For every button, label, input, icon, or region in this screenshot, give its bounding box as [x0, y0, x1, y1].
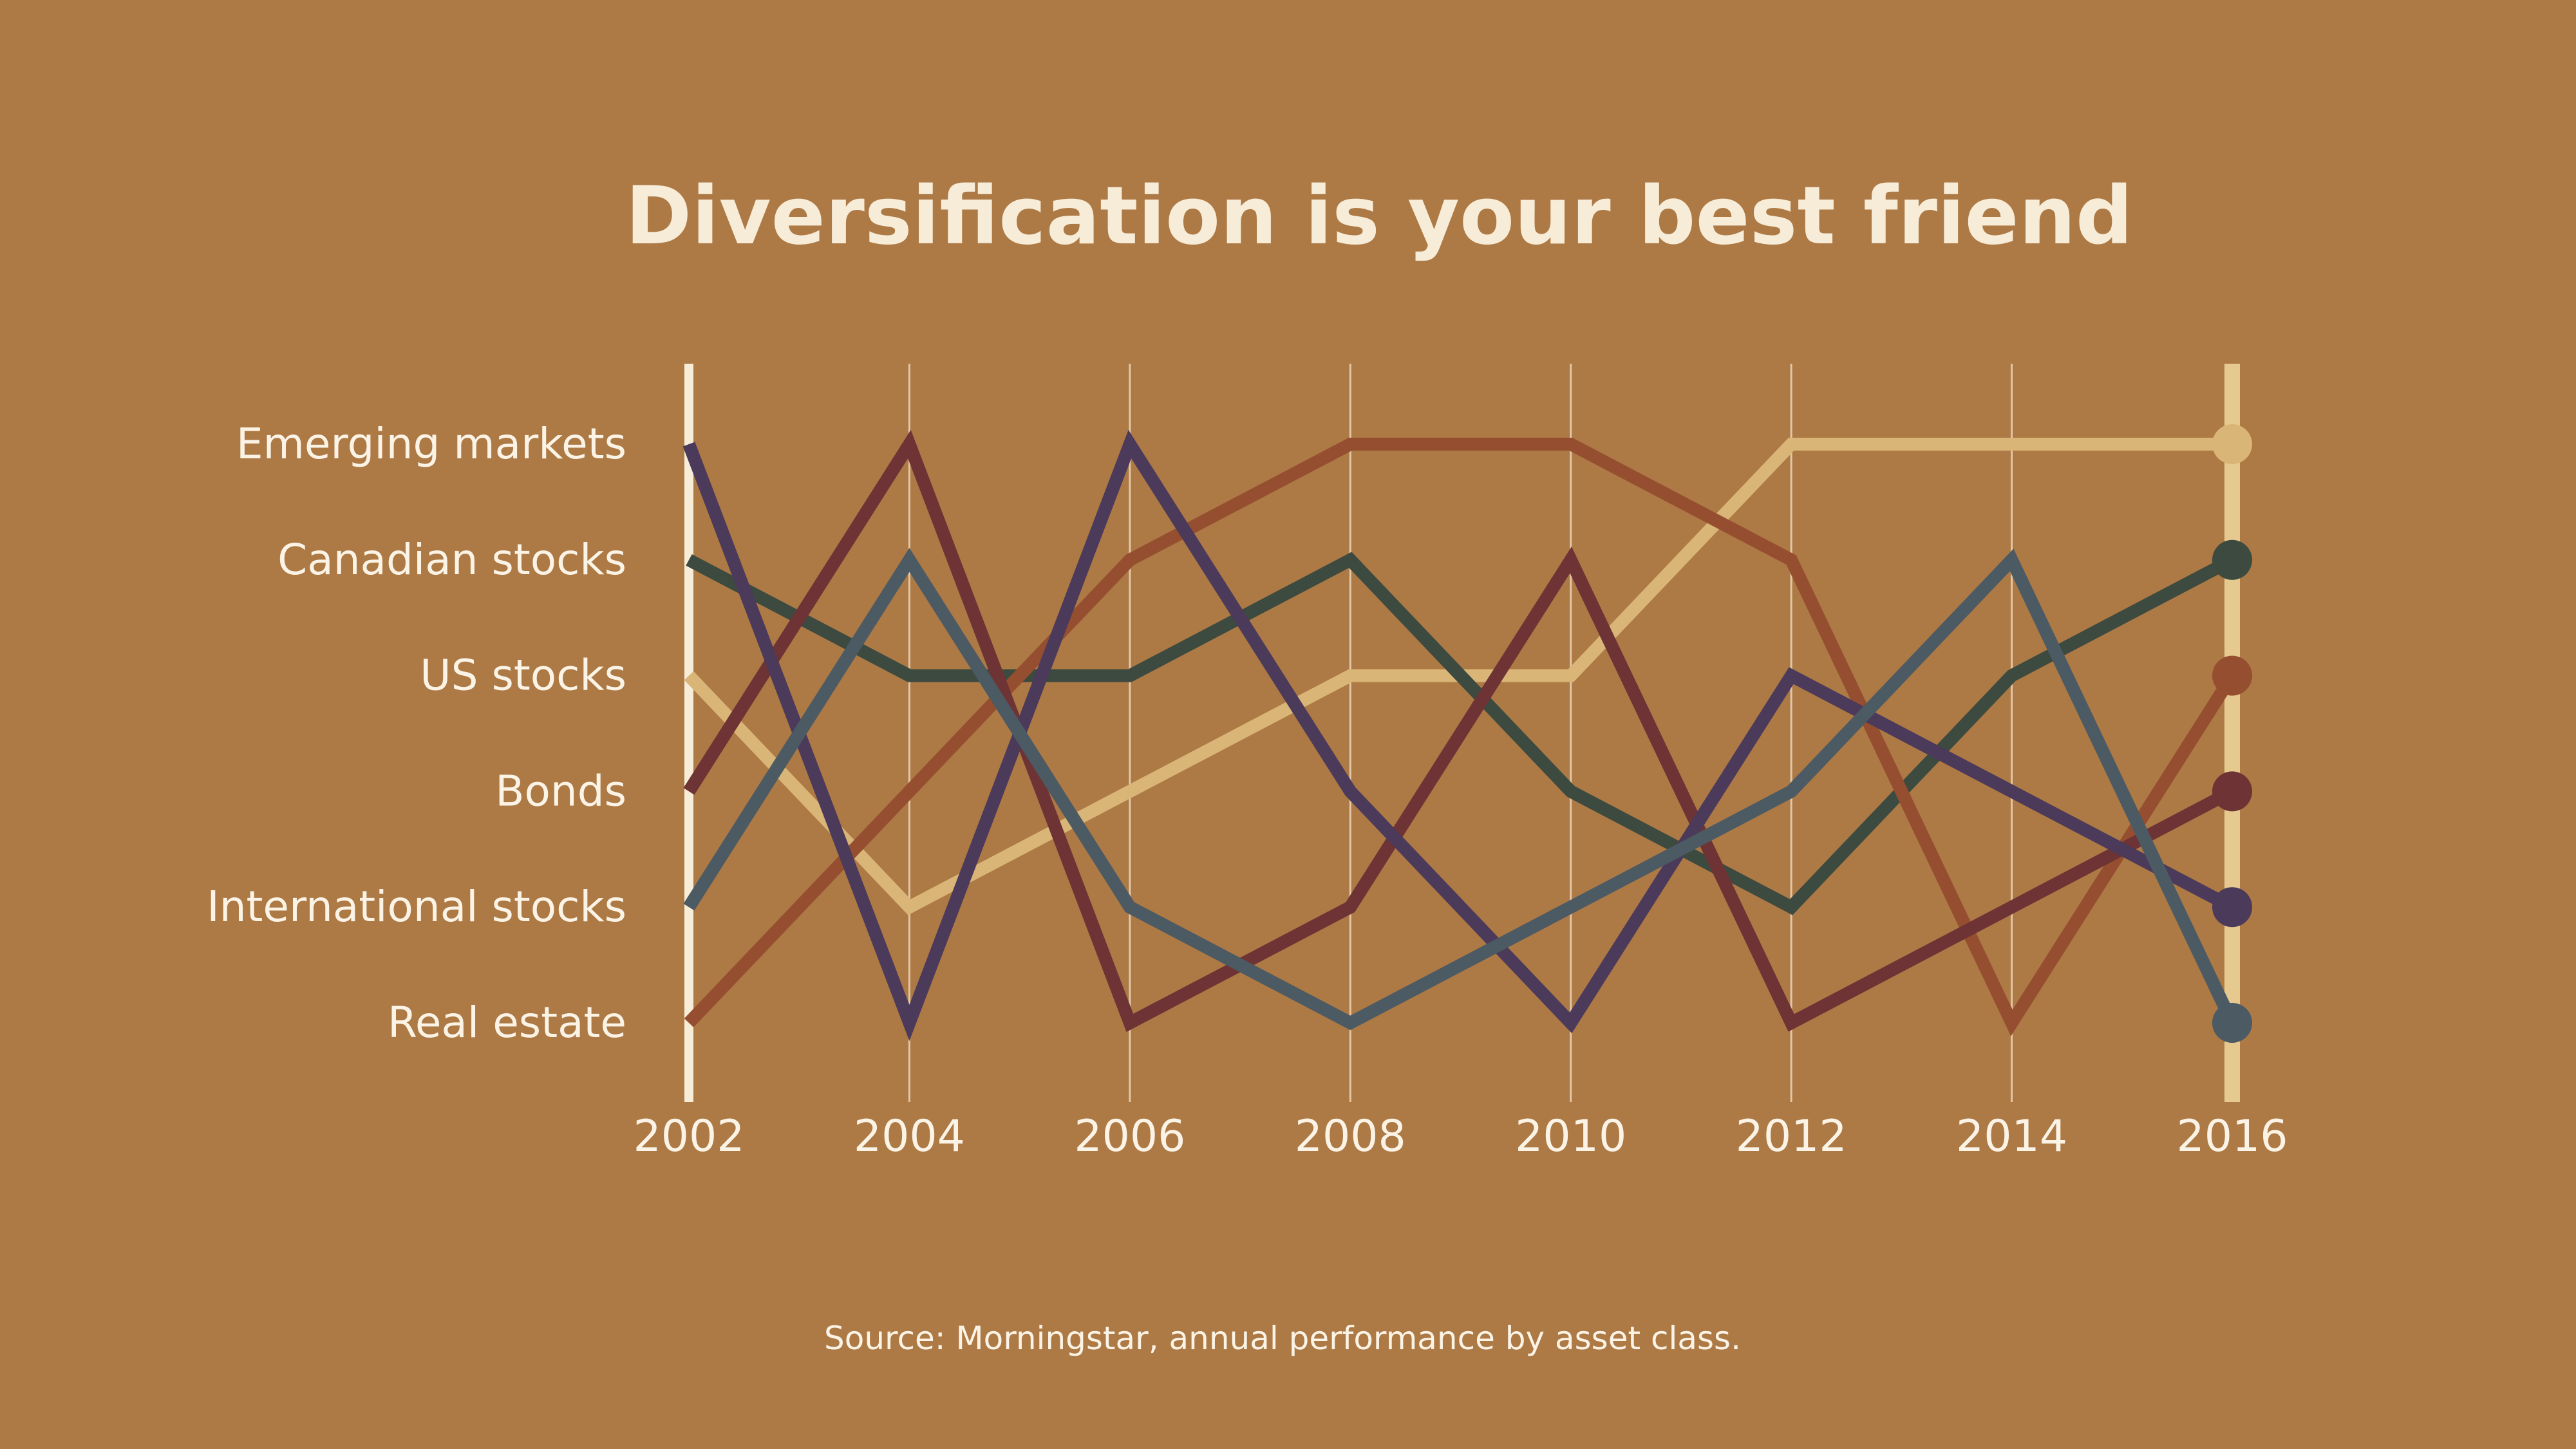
series-line-bonds: [683, 429, 2235, 1033]
endpoint-canadian-stocks: [2212, 539, 2252, 580]
series-lines: [682, 429, 2239, 1042]
y-tick-label-canadian-stocks: Canadian stocks: [277, 535, 626, 584]
gridlines: [908, 364, 2013, 1102]
x-tick-labels: 2002 2004 2006 2008 2010 2012 2014 2016: [633, 1111, 2288, 1162]
x-tick-label-2002: 2002: [633, 1111, 744, 1162]
endpoint-us-stocks: [2212, 655, 2252, 696]
series-line-real-estate: [683, 548, 2239, 1031]
endpoint-real-estate: [2212, 1003, 2252, 1043]
axes: [684, 364, 2240, 1102]
y-tick-label-emerging-markets: Emerging markets: [236, 419, 626, 469]
chart-title: Diversification is your best friend: [625, 170, 2132, 263]
endpoint-bonds: [2212, 771, 2252, 812]
series-endpoints: [2212, 424, 2252, 1043]
x-tick-label-2004: 2004: [854, 1111, 965, 1162]
chart-source-note: Source: Morningstar, annual performance …: [824, 1320, 1741, 1357]
endpoint-emerging-markets: [2212, 424, 2252, 464]
x-tick-label-2006: 2006: [1074, 1111, 1185, 1162]
x-tick-label-2008: 2008: [1295, 1111, 1406, 1162]
y-tick-labels: Emerging markets Canadian stocks US stocks…: [207, 419, 626, 1047]
series-line-international-stocks: [682, 429, 2235, 1042]
series-line-us-stocks: [684, 438, 2238, 1036]
x-tick-label-2014: 2014: [1956, 1111, 2067, 1162]
x-tick-label-2016: 2016: [2176, 1111, 2288, 1162]
endpoint-international-stocks: [2212, 887, 2252, 928]
x-tick-label-2010: 2010: [1515, 1111, 1626, 1162]
y-tick-label-real-estate: Real estate: [388, 998, 626, 1047]
y-tick-label-us-stocks: US stocks: [420, 651, 626, 700]
y-tick-label-bonds: Bonds: [495, 766, 626, 816]
y-tick-label-international-stocks: International stocks: [207, 882, 626, 931]
x-tick-label-2012: 2012: [1736, 1111, 1847, 1162]
series-line-canadian-stocks: [686, 552, 2235, 915]
